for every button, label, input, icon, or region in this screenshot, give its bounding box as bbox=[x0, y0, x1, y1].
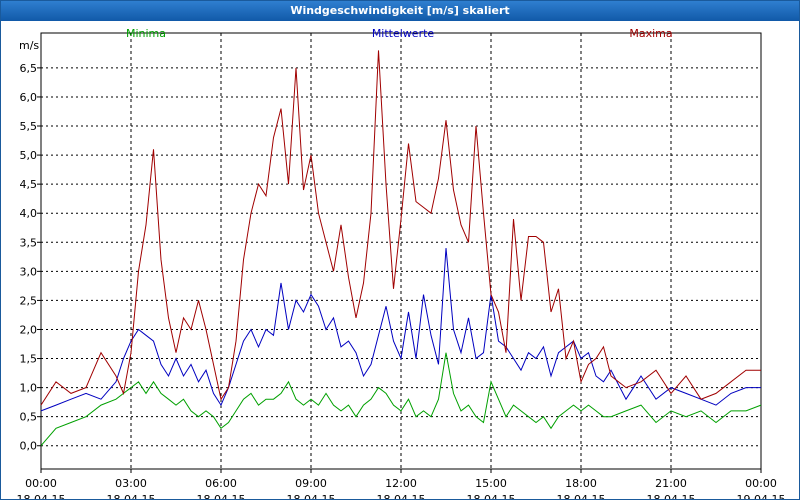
x-tick-date: 19.04.15 bbox=[737, 493, 786, 499]
y-tick-label: 5,5 bbox=[20, 120, 38, 133]
series-lines bbox=[40, 50, 762, 447]
x-tick-time: 21:00 bbox=[655, 477, 687, 490]
legend-item-mittelwerte: Mittelwerte bbox=[372, 27, 435, 40]
x-tick-time: 00:00 bbox=[25, 477, 57, 490]
y-tick-label: 3,0 bbox=[20, 265, 38, 278]
series-line-mittelwerte bbox=[40, 248, 761, 412]
x-tick-date: 18.04.15 bbox=[377, 493, 426, 499]
x-tick-date: 18.04.15 bbox=[557, 493, 606, 499]
x-tick-time: 03:00 bbox=[115, 477, 147, 490]
x-tick-date: 18.04.15 bbox=[17, 493, 66, 499]
series-line-maxima bbox=[40, 50, 761, 406]
y-axis: m/s 0,0 0,5 1,0 1,5 2,0 2,5 3,0 3,5 4,0 4,5 5,0 5,5… bbox=[19, 39, 41, 453]
window-title: Windgeschwindigkeit [m/s] skaliert bbox=[1, 1, 799, 21]
y-tick-label: 6,0 bbox=[20, 91, 38, 104]
y-tick-label: 4,0 bbox=[20, 207, 38, 220]
x-tick-time: 15:00 bbox=[475, 477, 507, 490]
y-tick-label: 5,0 bbox=[20, 149, 38, 162]
x-tick-time: 00:00 bbox=[745, 477, 777, 490]
grid-lines bbox=[41, 33, 761, 469]
x-tick-time: 09:00 bbox=[295, 477, 327, 490]
y-tick-label: 0,5 bbox=[20, 411, 38, 424]
y-axis-label: m/s bbox=[19, 39, 39, 52]
x-tick-date: 18.04.15 bbox=[647, 493, 696, 499]
y-tick-label: 0,0 bbox=[20, 440, 38, 453]
x-axis: 00:00 18.04.15 03:00 18.04.15 06:00 18.04.15 0… bbox=[17, 469, 786, 499]
y-tick-label: 1,5 bbox=[20, 353, 38, 366]
legend-item-minima: Minima bbox=[126, 27, 166, 40]
y-tick-label: 3,5 bbox=[20, 236, 38, 249]
wind-speed-chart: m/s 0,0 0,5 1,0 1,5 2,0 2,5 3,0 3,5 4,0 4,5 5,0 5,5… bbox=[17, 27, 786, 499]
y-tick-label: 2,0 bbox=[20, 323, 38, 336]
y-tick-label: 2,5 bbox=[20, 294, 38, 307]
x-tick-time: 06:00 bbox=[205, 477, 237, 490]
x-tick-date: 18.04.15 bbox=[287, 493, 336, 499]
legend: Minima Mittelwerte Maxima bbox=[126, 27, 673, 40]
y-tick-label: 6,5 bbox=[20, 62, 38, 75]
y-tick-label: 1,0 bbox=[20, 382, 38, 395]
y-tick-label: 4,5 bbox=[20, 178, 38, 191]
series-line-minima bbox=[40, 352, 762, 447]
x-tick-date: 18.04.15 bbox=[107, 493, 156, 499]
legend-item-maxima: Maxima bbox=[629, 27, 672, 40]
x-tick-time: 12:00 bbox=[385, 477, 417, 490]
x-tick-time: 18:00 bbox=[565, 477, 597, 490]
x-tick-date: 18.04.15 bbox=[197, 493, 246, 499]
x-tick-date: 18.04.15 bbox=[467, 493, 516, 499]
